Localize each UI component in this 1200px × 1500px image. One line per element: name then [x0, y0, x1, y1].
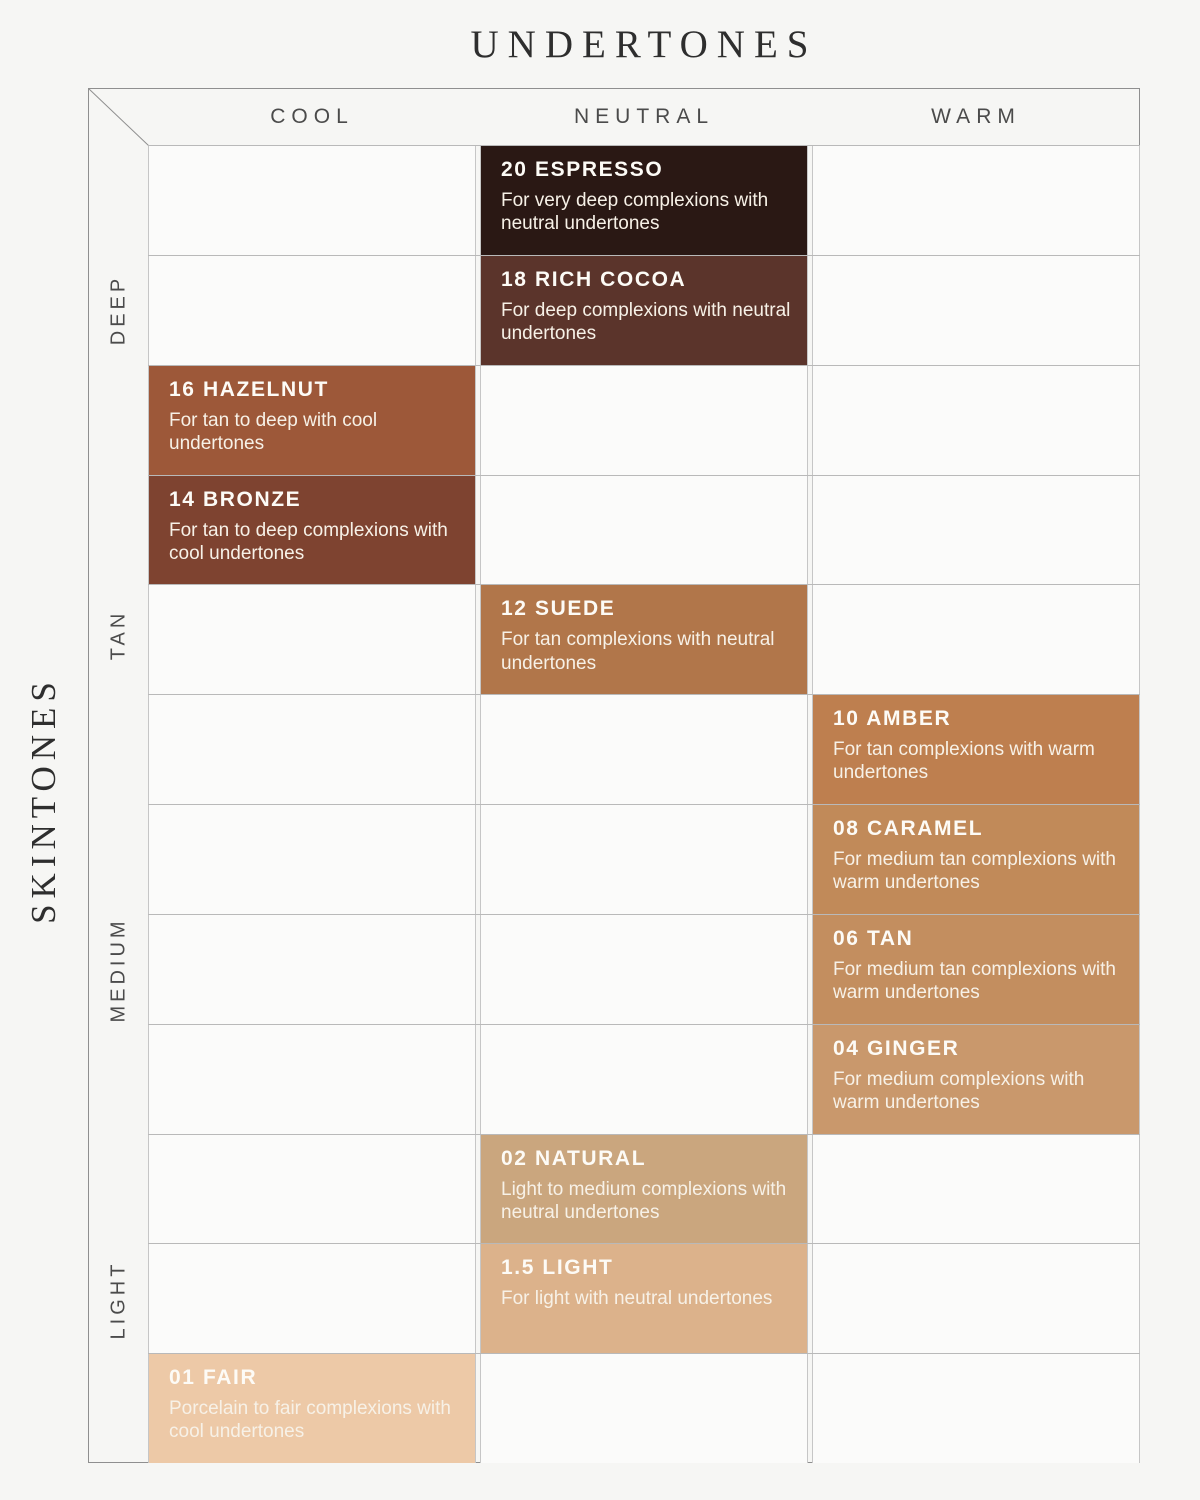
- empty-cell-cool-row-1: [148, 145, 476, 255]
- shade-description: Porcelain to fair complexions with cool …: [169, 1398, 451, 1443]
- shade-cell-04-ginger: 04 GINGER For medium complexions with war…: [812, 1023, 1140, 1134]
- shade-description: For tan complexions with warm undertones: [833, 739, 1095, 784]
- empty-cell-warm-row-1: [812, 145, 1140, 255]
- shade-name: 04 GINGER: [833, 1036, 960, 1060]
- column-header-neutral: NEUTRAL: [573, 104, 715, 128]
- shade-description: For medium tan complexions with warm und…: [833, 958, 1116, 1003]
- shade-cell-02-natural: 02 NATURAL Light to medium complexions wi…: [480, 1133, 808, 1244]
- empty-cell-neutral-row-9: [480, 1023, 808, 1134]
- shade-cell-06-tan: 06 TAN For medium tan complexions with wa…: [812, 913, 1140, 1024]
- empty-cell-neutral-row-6: [480, 694, 808, 804]
- shade-name: 18 RICH COCOA: [501, 267, 687, 291]
- empty-cell-warm-row-3: [812, 364, 1140, 475]
- empty-cell-cool-row-2: [148, 254, 476, 365]
- shade-name: 06 TAN: [833, 926, 914, 950]
- empty-cell-warm-row-12: [812, 1353, 1140, 1463]
- empty-cell-cool-row-9: [148, 1023, 476, 1134]
- empty-cell-neutral-row-7: [480, 804, 808, 914]
- shade-cell-12-suede: 12 SUEDE For tan complexions with neutral…: [480, 584, 808, 695]
- empty-cell-cool-row-6: [148, 694, 476, 804]
- row-group-label-tan: TAN: [107, 609, 130, 661]
- empty-cell-cool-row-8: [148, 913, 476, 1024]
- shade-name: 14 BRONZE: [169, 487, 302, 511]
- shade-grid: 20 ESPRESSO For very deep complexions wit…: [148, 145, 1140, 1463]
- shade-cell-16-hazelnut: 16 HAZELNUT For tan to deep with cool und…: [148, 364, 476, 475]
- empty-cell-warm-row-2: [812, 254, 1140, 365]
- shade-name: 01 FAIR: [169, 1366, 258, 1390]
- shade-description: For tan to deep with cool undertones: [169, 409, 378, 454]
- empty-cell-cool-row-10: [148, 1133, 476, 1244]
- undertone-column-headers: COOL NEUTRAL WARM: [148, 88, 1140, 145]
- side-axis-title: SKINTONES: [24, 676, 63, 924]
- empty-cell-cool-row-7: [148, 804, 476, 914]
- shade-name: 12 SUEDE: [501, 597, 616, 621]
- shade-cell-20-espresso: 20 ESPRESSO For very deep complexions wit…: [480, 145, 808, 255]
- shade-description: For tan complexions with neutral underto…: [501, 629, 775, 674]
- empty-cell-warm-row-10: [812, 1133, 1140, 1244]
- column-header-warm: WARM: [931, 104, 1021, 128]
- row-group-label-deep: DEEP: [107, 274, 130, 346]
- empty-cell-neutral-row-3: [480, 364, 808, 475]
- shade-name: 02 NATURAL: [501, 1146, 647, 1170]
- shade-cell-08-caramel: 08 CARAMEL For medium tan complexions wit…: [812, 804, 1140, 914]
- empty-cell-neutral-row-4: [480, 474, 808, 585]
- shade-name: 08 CARAMEL: [833, 817, 984, 840]
- corner-diagonal-line: [88, 88, 149, 146]
- column-header-cool: COOL: [270, 104, 354, 128]
- shade-cell-10-amber: 10 AMBER For tan complexions with warm un…: [812, 694, 1140, 804]
- empty-cell-cool-row-11: [148, 1243, 476, 1354]
- empty-cell-neutral-row-8: [480, 913, 808, 1024]
- shade-description: Light to medium complexions with neutral…: [501, 1178, 787, 1223]
- shade-cell-14-bronze: 14 BRONZE For tan to deep complexions wit…: [148, 474, 476, 585]
- shade-description: For very deep complexions with neutral u…: [501, 190, 769, 235]
- shade-name: 1.5 LIGHT: [501, 1256, 614, 1280]
- shade-description: For medium tan complexions with warm und…: [833, 849, 1116, 894]
- empty-cell-warm-row-5: [812, 584, 1140, 695]
- shade-name: 16 HAZELNUT: [169, 377, 329, 401]
- shade-cell-01-fair: 01 FAIR Porcelain to fair complexions wit…: [148, 1353, 476, 1463]
- shade-name: 20 ESPRESSO: [501, 158, 664, 181]
- row-group-label-light: LIGHT: [107, 1260, 130, 1340]
- shade-cell-1-5-light: 1.5 LIGHT For light with neutral underton…: [480, 1243, 808, 1354]
- empty-cell-cool-row-5: [148, 584, 476, 695]
- shade-cell-18-rich-cocoa: 18 RICH COCOA For deep complexions with n…: [480, 254, 808, 365]
- shade-description: For tan to deep complexions with cool un…: [169, 519, 448, 564]
- row-group-label-medium: MEDIUM: [107, 917, 130, 1023]
- empty-cell-warm-row-11: [812, 1243, 1140, 1354]
- shade-name: 10 AMBER: [833, 707, 952, 731]
- shade-description: For light with neutral undertones: [501, 1288, 773, 1310]
- empty-cell-warm-row-4: [812, 474, 1140, 585]
- shade-description: For medium complexions with warm underto…: [833, 1068, 1085, 1113]
- shade-description: For deep complexions with neutral undert…: [501, 299, 791, 344]
- page-title: UNDERTONES: [470, 23, 818, 66]
- empty-cell-neutral-row-12: [480, 1353, 808, 1463]
